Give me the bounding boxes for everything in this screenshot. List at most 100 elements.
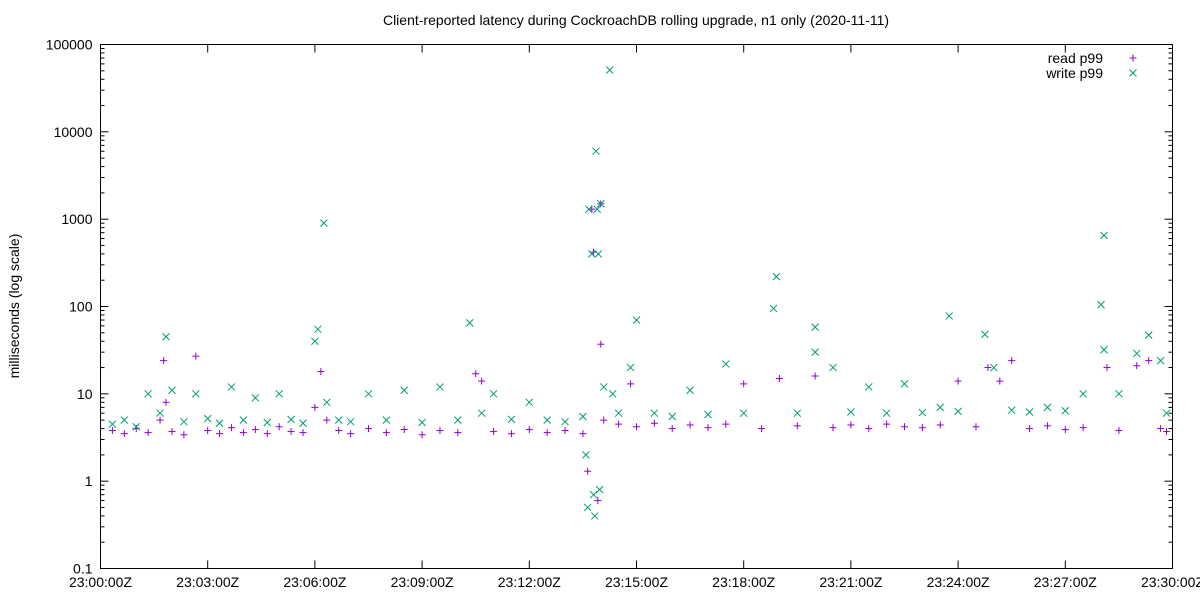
write-p99-point [864, 383, 873, 391]
read-p99-point [1163, 428, 1171, 436]
read-p99-point [775, 374, 783, 382]
read-p99-point [192, 352, 200, 360]
write-p99-point [590, 512, 599, 520]
read-p99-point [263, 430, 271, 438]
read-p99-point [287, 428, 295, 436]
read-p99-point [365, 425, 372, 433]
write-p99-point [769, 304, 778, 313]
read-p99-point [984, 364, 992, 372]
write-p99-point [525, 398, 534, 407]
read-p99-point [561, 427, 569, 435]
write-p99-point [1156, 356, 1165, 365]
write-p99-point [632, 316, 641, 324]
y-axis-label: milliseconds (log scale) [6, 234, 22, 379]
read-p99-point [1145, 357, 1153, 365]
write-p99-point [981, 330, 989, 339]
write-p99-point [1007, 406, 1016, 415]
write-p99-point [1132, 349, 1141, 358]
read-p99-point [335, 427, 343, 435]
legend-marker-read-p99 [1129, 54, 1137, 62]
write-p99-point [704, 410, 712, 419]
write-p99-point [227, 383, 236, 391]
write-p99-point [587, 250, 596, 258]
write-p99-point [599, 383, 608, 391]
read-p99-point [633, 423, 640, 431]
read-p99-point [996, 377, 1004, 385]
write-p99-point [918, 408, 927, 417]
write-p99-point [582, 451, 590, 459]
read-p99-point [507, 430, 515, 438]
read-p99-point [436, 427, 444, 435]
read-p99-point [239, 429, 247, 437]
legend-marker-write-p99 [1129, 69, 1137, 77]
write-p99-point [739, 409, 748, 418]
read-p99-point [704, 424, 712, 432]
read-p99-point [317, 368, 325, 376]
read-p99-point [1115, 427, 1123, 435]
write-p99-point [382, 416, 391, 424]
write-p99-point [364, 389, 373, 398]
read-p99-point [454, 429, 462, 437]
read-p99-point [584, 467, 592, 475]
plot-area-frame [100, 44, 1173, 569]
write-p99-point [275, 389, 284, 398]
write-p99-point [1162, 409, 1171, 418]
write-p99-point [203, 414, 212, 423]
write-p99-point [847, 408, 855, 416]
read-p99-point [847, 421, 855, 429]
write-p99-point [263, 418, 272, 427]
write-p99-point [596, 199, 605, 208]
read-p99-point [597, 340, 605, 348]
y-tick-label: 1000 [61, 211, 92, 227]
read-p99-point [1157, 425, 1165, 433]
write-p99-point [561, 417, 569, 426]
y-tick-label: 10 [77, 386, 93, 402]
write-p99-point [721, 360, 730, 368]
x-tick-label: 23:06:00Z [283, 574, 346, 590]
write-p99-point [162, 332, 170, 341]
read-p99-point [1079, 424, 1087, 432]
write-p99-point [180, 417, 188, 426]
write-p99-point [945, 312, 954, 320]
x-tick-label: 23:21:00Z [819, 574, 882, 590]
read-p99-point [311, 403, 319, 411]
write-p99-point [191, 389, 200, 398]
write-p99-point [132, 422, 141, 431]
write-p99-point [882, 409, 891, 418]
x-tick-label: 23:27:00Z [1034, 574, 1097, 590]
read-p99-point [108, 427, 116, 435]
write-p99-point [811, 348, 820, 357]
write-p99-point [108, 420, 117, 428]
read-p99-point [650, 419, 658, 427]
write-p99-point [1025, 408, 1034, 416]
write-p99-point [989, 363, 998, 372]
write-p99-point [156, 409, 164, 418]
read-p99-point [740, 380, 748, 388]
read-p99-point [478, 377, 486, 385]
write-p99-point [900, 380, 909, 388]
write-p99-point [322, 398, 331, 407]
read-p99-point [275, 423, 283, 431]
read-p99-point [1008, 357, 1016, 365]
write-p99-point [595, 485, 604, 494]
read-p99-point [216, 430, 224, 438]
write-p99-point [120, 416, 129, 424]
x-tick-label: 23:12:00Z [498, 574, 561, 590]
read-p99-point [793, 422, 801, 430]
write-p99-point [811, 323, 820, 332]
read-p99-point [918, 424, 926, 432]
read-p99-point [525, 426, 533, 434]
write-p99-point [954, 407, 962, 416]
read-p99-point [347, 430, 355, 438]
read-p99-point [829, 424, 837, 432]
read-p99-point [901, 423, 908, 431]
write-p99-point [1079, 389, 1088, 398]
write-p99-point [579, 412, 587, 421]
read-p99-point [472, 370, 480, 378]
read-p99-point [251, 426, 259, 434]
write-p99-point [400, 386, 409, 395]
x-axis-ticks: 23:00:00Z 23:03:00Z 23:06:00Z 23:09:00Z 23:1… [69, 44, 1200, 590]
write-p99-point [144, 389, 152, 398]
read-p99-point [382, 429, 390, 437]
read-p99-point [865, 425, 873, 433]
